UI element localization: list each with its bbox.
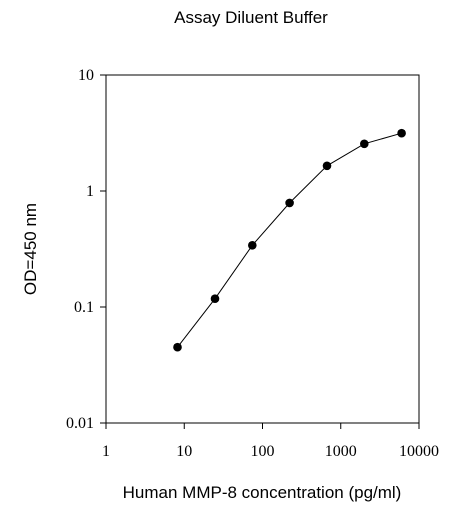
x-axis: 1 10 100 1000 10000 xyxy=(102,423,439,460)
data-point xyxy=(173,342,182,352)
data-point xyxy=(285,198,294,208)
y-tick-label: 10 xyxy=(78,67,94,84)
data-point xyxy=(248,241,257,250)
plot-frame xyxy=(105,74,420,424)
y-axis: 0.01 0.1 1 10 xyxy=(66,67,106,432)
chart-title: Assay Diluent Buffer xyxy=(174,8,328,27)
data-point xyxy=(322,161,332,171)
x-tick-label: 10 xyxy=(176,443,192,460)
y-tick-label: 1 xyxy=(86,183,94,200)
x-tick-label: 1000 xyxy=(325,443,357,460)
data-point xyxy=(210,294,220,304)
data-point xyxy=(397,128,406,138)
x-tick-label: 1 xyxy=(102,443,110,460)
data-point xyxy=(360,139,369,149)
y-tick-label: 0.01 xyxy=(66,415,94,432)
x-tick-label: 100 xyxy=(251,443,275,460)
x-axis-label: Human MMP-8 concentration (pg/ml) xyxy=(123,483,402,502)
x-tick-label: 10000 xyxy=(399,443,439,460)
data-points xyxy=(173,128,406,352)
series-line xyxy=(177,132,402,348)
y-tick-label: 0.1 xyxy=(74,299,94,316)
y-axis-label: OD=450 nm xyxy=(21,203,40,295)
